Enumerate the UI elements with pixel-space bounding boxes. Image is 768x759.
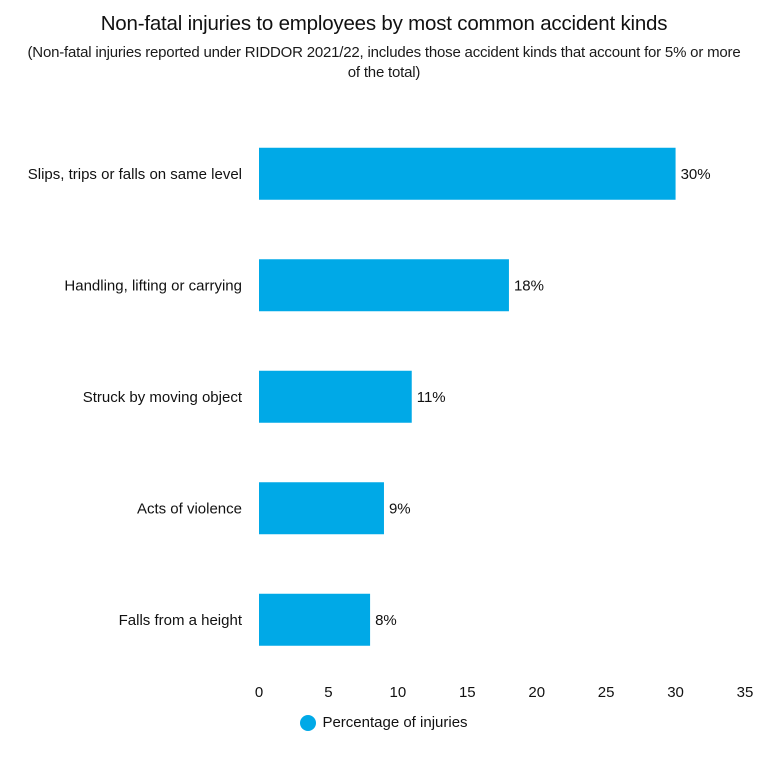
data-label: 11%: [417, 389, 446, 406]
bar: [259, 482, 384, 535]
category-label: Slips, trips or falls on same level: [28, 166, 242, 183]
category-label: Falls from a height: [119, 612, 243, 629]
x-tick-label: 20: [528, 684, 545, 700]
bar: [259, 147, 676, 200]
category-label: Handling, lifting or carrying: [64, 277, 242, 294]
x-tick-label: 10: [390, 684, 407, 700]
chart-subtitle: (Non-fatal injuries reported under RIDDO…: [27, 44, 741, 81]
x-tick-label: 5: [324, 684, 332, 700]
bar: [259, 259, 509, 312]
legend: Percentage of injuries: [0, 714, 768, 731]
chart-title: Non-fatal injuries to employees by most …: [100, 12, 668, 35]
bar: [259, 593, 371, 646]
legend-swatch: [300, 714, 317, 731]
category-label: Acts of violence: [137, 500, 242, 517]
data-label: 8%: [375, 612, 397, 629]
bar-chart: Slips, trips or falls on same level 30% Ha…: [28, 147, 754, 700]
x-tick-label: 35: [737, 684, 754, 700]
x-tick-label: 30: [667, 684, 684, 700]
legend-label: Percentage of injuries: [322, 714, 468, 731]
data-label: 30%: [681, 166, 711, 183]
data-label: 9%: [389, 500, 411, 517]
data-label: 18%: [514, 277, 544, 294]
category-label: Struck by moving object: [83, 389, 243, 406]
x-tick-label: 0: [255, 684, 263, 700]
bar: [259, 370, 412, 423]
x-tick-label: 25: [598, 684, 615, 700]
x-tick-label: 15: [459, 684, 476, 700]
